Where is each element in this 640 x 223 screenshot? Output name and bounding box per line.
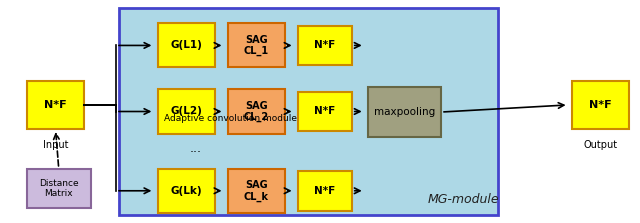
Text: SAG
CL_1: SAG CL_1 xyxy=(244,35,269,56)
Text: G(L2): G(L2) xyxy=(170,107,202,116)
FancyBboxPatch shape xyxy=(298,171,352,211)
Text: N*F: N*F xyxy=(314,107,335,116)
FancyBboxPatch shape xyxy=(157,89,215,134)
FancyBboxPatch shape xyxy=(27,81,84,129)
Text: ...: ... xyxy=(189,142,202,155)
Text: N*F: N*F xyxy=(314,40,335,50)
Text: MG-module: MG-module xyxy=(428,193,499,206)
Text: Output: Output xyxy=(583,140,618,150)
Text: N*F: N*F xyxy=(314,186,335,196)
FancyBboxPatch shape xyxy=(157,23,215,67)
Text: SAG
CL_2: SAG CL_2 xyxy=(244,101,269,122)
FancyBboxPatch shape xyxy=(119,8,499,215)
Text: Adaptive convolution module: Adaptive convolution module xyxy=(164,114,298,123)
Text: Distance
Matrix: Distance Matrix xyxy=(39,179,79,198)
Text: maxpooling: maxpooling xyxy=(374,107,435,117)
Text: G(Lk): G(Lk) xyxy=(170,186,202,196)
Text: Input: Input xyxy=(43,140,68,150)
FancyBboxPatch shape xyxy=(228,23,285,67)
FancyBboxPatch shape xyxy=(228,89,285,134)
Text: N*F: N*F xyxy=(44,100,67,110)
FancyBboxPatch shape xyxy=(298,26,352,65)
FancyBboxPatch shape xyxy=(157,169,215,213)
FancyBboxPatch shape xyxy=(368,87,441,137)
FancyBboxPatch shape xyxy=(27,169,91,209)
Text: SAG
CL_k: SAG CL_k xyxy=(244,180,269,202)
Text: G(L1): G(L1) xyxy=(170,40,202,50)
FancyBboxPatch shape xyxy=(298,92,352,131)
FancyBboxPatch shape xyxy=(228,169,285,213)
FancyBboxPatch shape xyxy=(572,81,629,129)
Text: N*F: N*F xyxy=(589,100,612,110)
